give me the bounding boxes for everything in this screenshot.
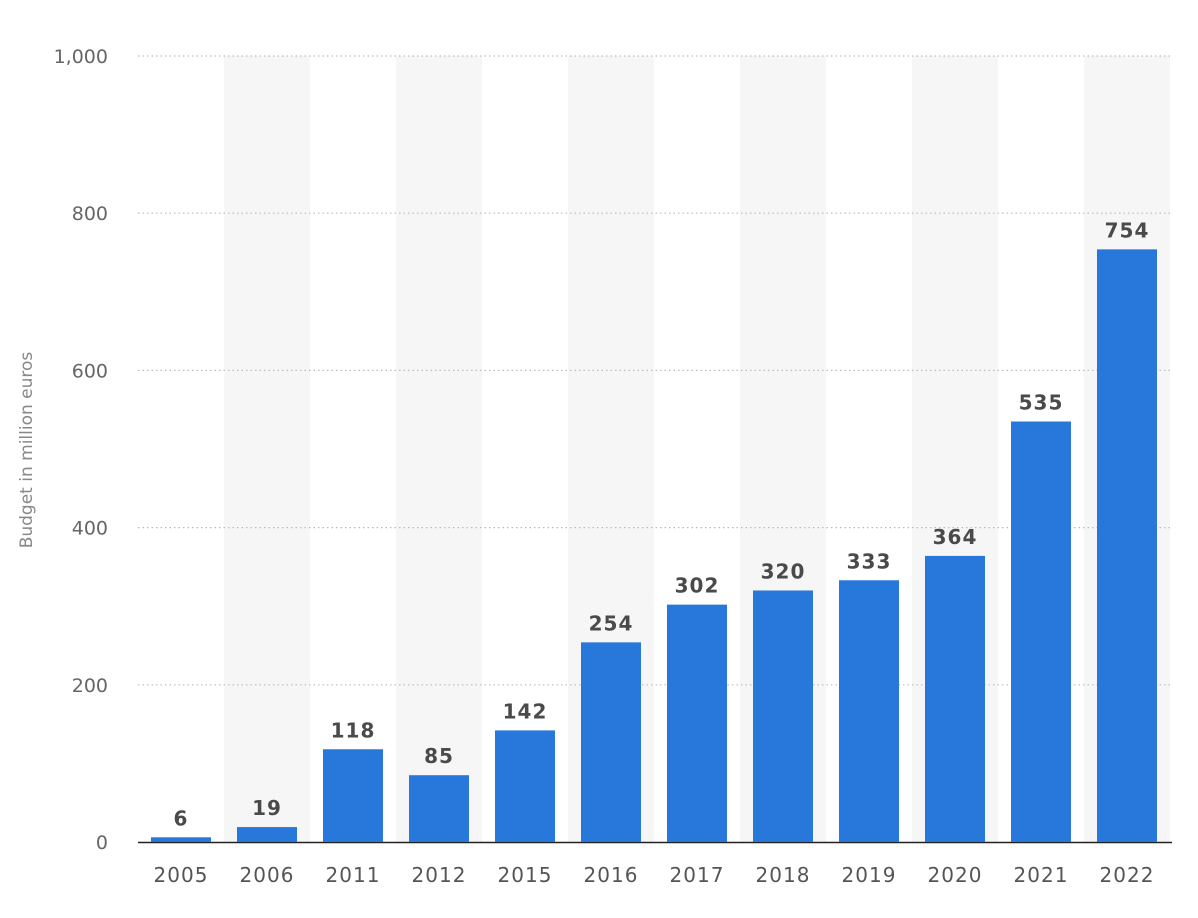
bar	[925, 555, 985, 842]
x-tick-label: 2018	[756, 863, 811, 887]
bar	[667, 604, 727, 842]
data-labels: 6 19 118 85 142 254 302 320 333 364 535 754	[174, 218, 1150, 830]
data-label: 333	[847, 549, 892, 573]
bar	[1011, 421, 1071, 842]
x-tick-label: 2017	[670, 863, 725, 887]
bar	[753, 590, 813, 842]
gridlines	[138, 55, 1172, 844]
bar	[1097, 249, 1157, 842]
data-label: 118	[331, 718, 376, 742]
x-tick-label: 2005	[154, 863, 209, 887]
bar	[409, 775, 469, 842]
x-tick-label: 2019	[842, 863, 897, 887]
x-tick-label: 2021	[1014, 863, 1069, 887]
x-tick-label: 2016	[584, 863, 639, 887]
data-label: 364	[933, 525, 978, 549]
data-label: 754	[1105, 218, 1150, 242]
bar	[237, 827, 297, 842]
x-axis-labels: 2005 2006 2011 2012 2015 2016 2017 2018 2019 2020…	[154, 863, 1155, 887]
data-label: 320	[761, 559, 806, 583]
y-tick-label: 0	[96, 832, 108, 854]
bar	[581, 642, 641, 842]
bar	[839, 580, 899, 842]
bar	[495, 730, 555, 842]
y-axis-title: Budget in million euros	[17, 352, 37, 549]
x-tick-label: 2022	[1100, 863, 1155, 887]
data-label: 85	[424, 744, 454, 768]
y-tick-label: 1,000	[54, 46, 108, 68]
background-band	[224, 56, 310, 842]
data-label: 302	[675, 574, 720, 598]
data-label: 6	[174, 806, 189, 830]
x-tick-label: 2006	[240, 863, 295, 887]
y-tick-label: 200	[72, 675, 108, 697]
y-tick-label: 800	[72, 203, 108, 225]
data-label: 254	[589, 611, 634, 635]
x-tick-label: 2020	[928, 863, 983, 887]
bar	[151, 837, 211, 842]
y-tick-label: 600	[72, 360, 108, 382]
x-tick-label: 2011	[326, 863, 381, 887]
data-label: 535	[1019, 390, 1064, 414]
y-axis-labels: 0 200 400 600 800 1,000	[54, 46, 108, 854]
x-tick-label: 2012	[412, 863, 467, 887]
background-band	[396, 56, 482, 842]
data-label: 142	[503, 699, 548, 723]
x-tick-label: 2015	[498, 863, 553, 887]
y-tick-label: 400	[72, 518, 108, 540]
bar	[323, 749, 383, 842]
data-label: 19	[252, 796, 282, 820]
bars	[151, 249, 1157, 842]
